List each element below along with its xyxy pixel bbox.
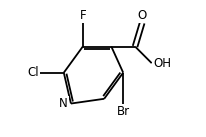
Text: O: O	[138, 9, 147, 22]
Text: OH: OH	[153, 57, 171, 70]
Text: F: F	[80, 9, 86, 22]
Text: N: N	[59, 97, 68, 110]
Text: Cl: Cl	[27, 66, 39, 79]
Text: Br: Br	[117, 105, 130, 118]
